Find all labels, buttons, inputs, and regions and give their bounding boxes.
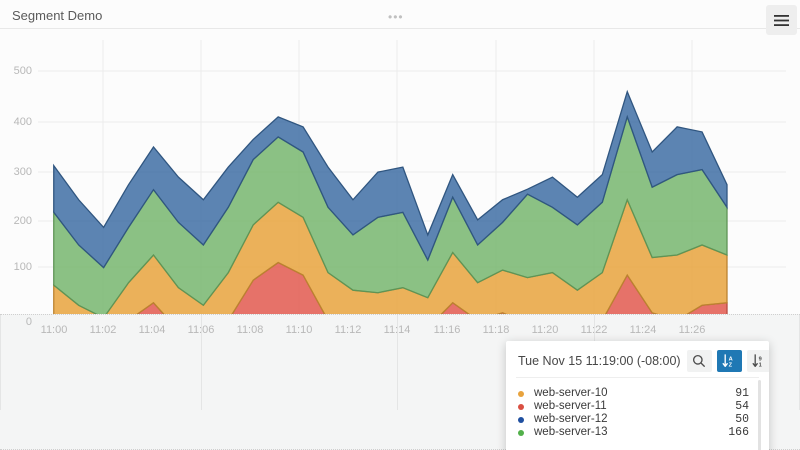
- svg-text:A: A: [729, 356, 733, 362]
- svg-text:9: 9: [759, 356, 762, 362]
- svg-text:Z: Z: [729, 362, 733, 368]
- svg-text:1: 1: [759, 362, 762, 368]
